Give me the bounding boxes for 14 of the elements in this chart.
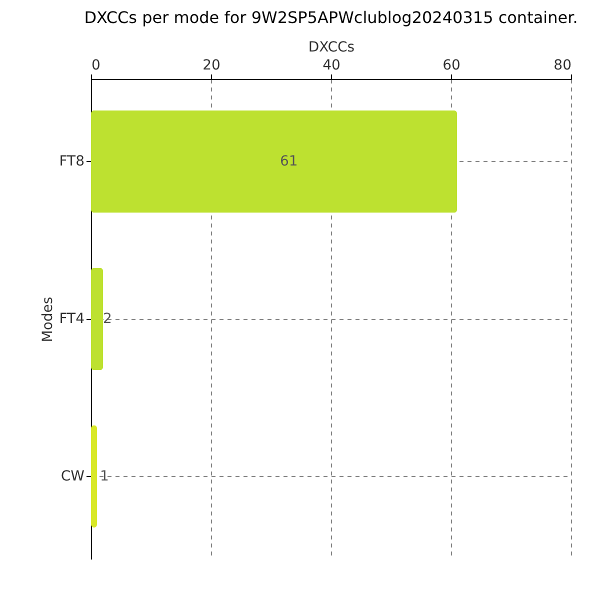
- data-label: 61: [280, 154, 298, 170]
- y-tick-label: CW: [60, 468, 85, 484]
- x-axis-title: DXCCs: [308, 40, 355, 56]
- x-tick-label: 40: [322, 58, 340, 74]
- data-label: 2: [103, 311, 112, 327]
- x-tick-label: 80: [554, 58, 572, 74]
- y-tick-label: FT8: [59, 154, 84, 170]
- x-tick-label: 60: [442, 58, 460, 74]
- y-axis-title: Modes: [40, 296, 56, 342]
- x-tick-label: 20: [202, 58, 220, 74]
- chart-title: DXCCs per mode for 9W2SP5APWclublog20240315 container.: [84, 8, 578, 27]
- data-label: 1: [100, 468, 109, 484]
- y-tick-label: FT4: [59, 311, 85, 327]
- x-tick-label: 0: [92, 58, 100, 74]
